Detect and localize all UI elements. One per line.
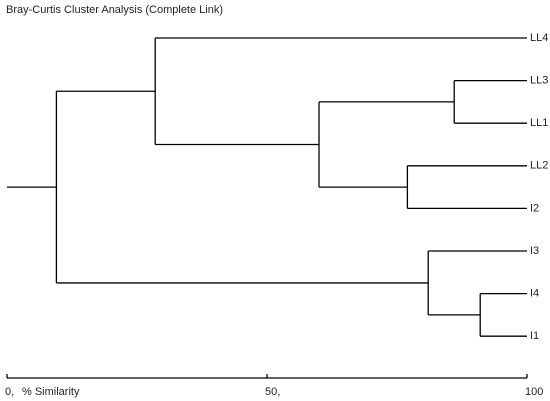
x-tick-label: 100 [525,386,543,398]
leaf-label: LL2 [530,160,548,172]
leaf-label: I1 [530,330,539,342]
x-tick-label: 50, [265,386,280,398]
chart-title: Bray-Curtis Cluster Analysis (Complete L… [6,4,223,16]
leaf-label: I2 [530,202,539,214]
leaf-label: LL1 [530,117,548,129]
x-axis-label: % Similarity [22,386,80,398]
leaf-label: I3 [530,245,539,257]
leaf-label: I4 [530,288,539,300]
leaf-label: LL4 [530,32,548,44]
leaf-label: LL3 [530,75,548,87]
x-tick-label: 0, [5,386,14,398]
